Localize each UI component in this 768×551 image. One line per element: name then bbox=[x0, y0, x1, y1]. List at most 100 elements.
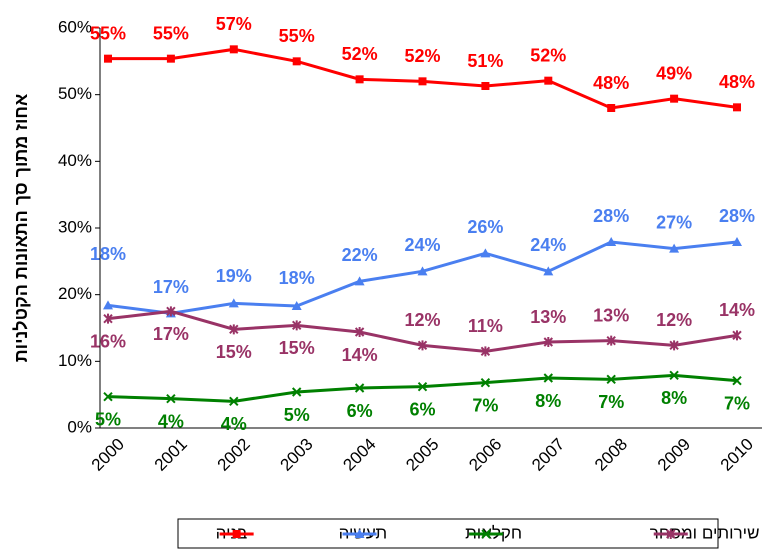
data-label: 24% bbox=[530, 235, 566, 255]
data-label: 12% bbox=[404, 310, 440, 330]
point bbox=[354, 529, 365, 538]
point bbox=[103, 391, 113, 402]
data-label: 28% bbox=[593, 206, 629, 226]
data-label: 22% bbox=[342, 245, 378, 265]
legend-label: שירותים ומסחר bbox=[650, 523, 760, 542]
point bbox=[292, 57, 301, 66]
data-label: 28% bbox=[719, 206, 755, 226]
point bbox=[417, 266, 428, 276]
data-label: 6% bbox=[409, 399, 435, 419]
data-label: 49% bbox=[656, 63, 692, 83]
point bbox=[166, 393, 176, 404]
point bbox=[606, 335, 616, 346]
x-tick-label: 2006 bbox=[465, 435, 505, 475]
y-tick-label: 10% bbox=[58, 351, 92, 370]
y-tick-label: 30% bbox=[58, 217, 92, 236]
data-label: 19% bbox=[216, 266, 252, 286]
data-label: 12% bbox=[656, 310, 692, 330]
point bbox=[480, 248, 491, 258]
data-label: 7% bbox=[472, 395, 498, 415]
data-label: 52% bbox=[530, 45, 566, 65]
point bbox=[669, 243, 680, 253]
point bbox=[354, 276, 365, 286]
point bbox=[732, 375, 742, 386]
y-tick-label: 50% bbox=[58, 84, 92, 103]
data-label: 7% bbox=[724, 393, 750, 413]
point bbox=[104, 54, 112, 63]
x-tick-label: 2000 bbox=[88, 435, 128, 475]
data-label: 7% bbox=[598, 392, 624, 412]
point bbox=[417, 381, 428, 392]
point bbox=[543, 266, 554, 276]
point bbox=[354, 327, 365, 337]
y-tick-label: 0% bbox=[67, 417, 92, 436]
point bbox=[232, 530, 241, 538]
point bbox=[291, 301, 302, 310]
y-tick-label: 20% bbox=[58, 284, 92, 303]
line bbox=[107, 373, 738, 403]
point bbox=[229, 396, 239, 407]
legend-box bbox=[177, 518, 719, 549]
point bbox=[166, 54, 175, 63]
series bbox=[104, 45, 741, 112]
data-label: 4% bbox=[221, 414, 247, 434]
point bbox=[543, 373, 554, 383]
x-tick-label: 2001 bbox=[151, 435, 191, 475]
point bbox=[732, 237, 742, 246]
point bbox=[733, 103, 741, 112]
point bbox=[480, 346, 491, 357]
data-label: 24% bbox=[404, 235, 440, 255]
data-label: 15% bbox=[216, 342, 252, 362]
data-label: 48% bbox=[593, 73, 629, 93]
data-label: 14% bbox=[342, 345, 378, 365]
data-label: 27% bbox=[656, 212, 692, 232]
data-label: 18% bbox=[90, 244, 126, 264]
data-label: 52% bbox=[404, 46, 440, 66]
point bbox=[669, 370, 679, 381]
point bbox=[417, 340, 428, 351]
series bbox=[103, 370, 742, 407]
data-label: 16% bbox=[90, 331, 126, 351]
legend: בניהתעשיהחקלאותשירותים ומסחר bbox=[177, 518, 760, 549]
data-label: 55% bbox=[90, 23, 126, 43]
data-label: 17% bbox=[153, 324, 189, 344]
x-tick-label: 2010 bbox=[717, 435, 757, 475]
data-label: 13% bbox=[530, 307, 566, 327]
data-label: 48% bbox=[719, 72, 755, 92]
y-tick-label: 40% bbox=[58, 151, 92, 170]
data-label: 51% bbox=[467, 51, 503, 71]
y-tick-label: 60% bbox=[58, 17, 92, 36]
point bbox=[669, 340, 679, 351]
data-label: 52% bbox=[342, 44, 378, 64]
y-axis-title: אחוז מתוך סך התאונות הקטלניות bbox=[11, 94, 31, 363]
point bbox=[481, 82, 490, 90]
point bbox=[480, 377, 491, 388]
point bbox=[670, 94, 679, 103]
point bbox=[544, 76, 553, 85]
point bbox=[606, 374, 616, 385]
data-label: 8% bbox=[535, 391, 561, 411]
x-tick-label: 2005 bbox=[402, 435, 442, 475]
x-tick-label: 2002 bbox=[214, 435, 254, 475]
data-label: 17% bbox=[153, 277, 189, 297]
point bbox=[103, 313, 113, 324]
data-label: 14% bbox=[719, 300, 755, 320]
data-label: 13% bbox=[593, 305, 629, 325]
series bbox=[103, 306, 742, 357]
point bbox=[606, 237, 617, 246]
point bbox=[418, 77, 427, 86]
data-label: 57% bbox=[216, 14, 252, 34]
point bbox=[355, 75, 364, 84]
data-label: 5% bbox=[284, 405, 310, 425]
data-label: 26% bbox=[467, 217, 503, 237]
x-tick-label: 2003 bbox=[277, 435, 317, 475]
data-label: 55% bbox=[279, 26, 315, 46]
point bbox=[481, 529, 491, 539]
x-tick-label: 2007 bbox=[528, 435, 568, 475]
point bbox=[291, 320, 302, 331]
point bbox=[607, 104, 616, 112]
data-label: 15% bbox=[279, 338, 315, 358]
data-label: 6% bbox=[347, 401, 373, 421]
point bbox=[291, 387, 302, 397]
